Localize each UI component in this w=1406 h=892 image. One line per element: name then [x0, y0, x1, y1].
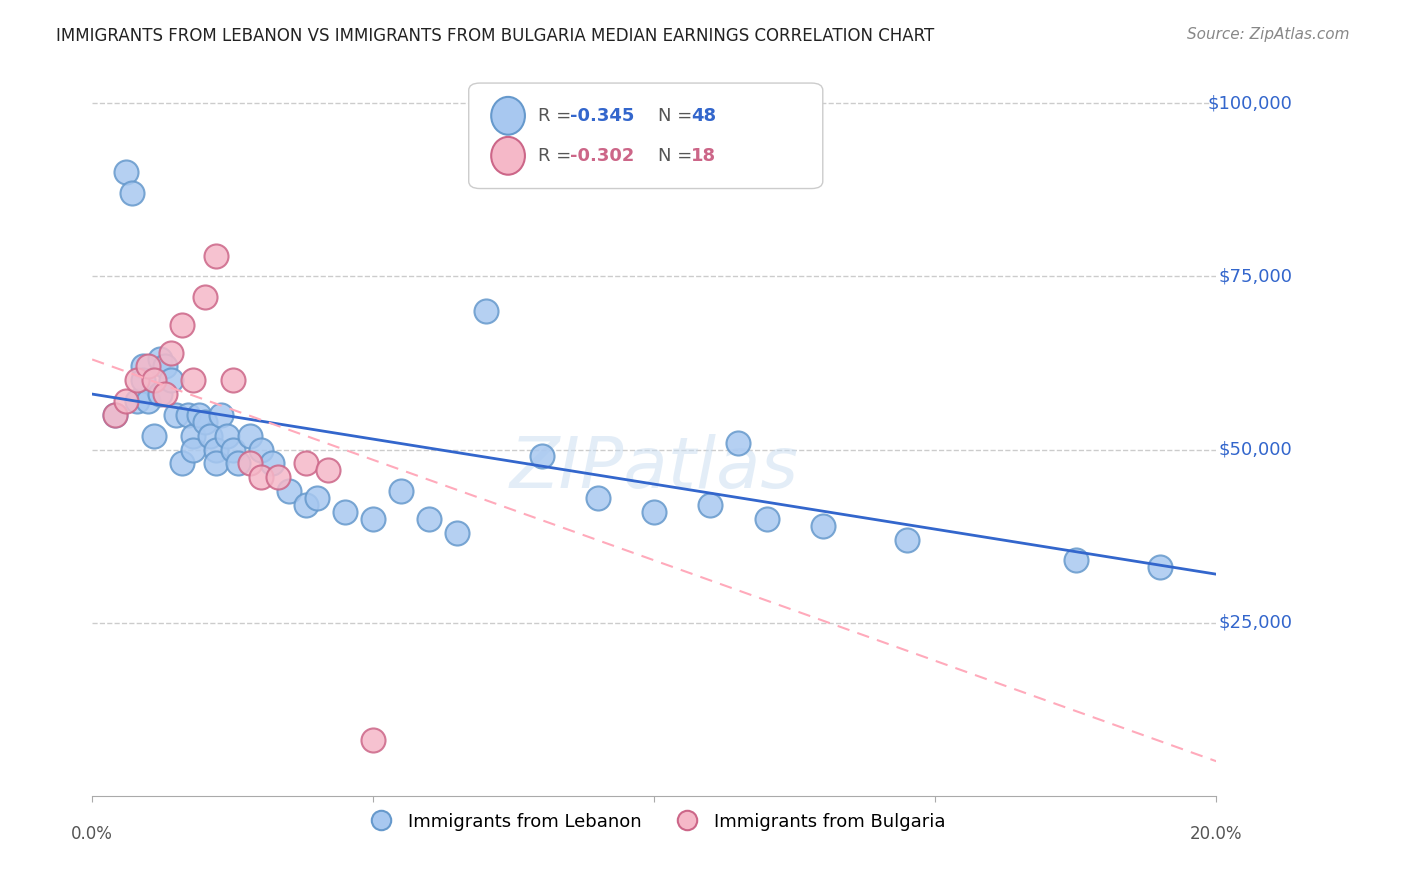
Point — [474, 304, 496, 318]
Point — [294, 498, 316, 512]
Text: $100,000: $100,000 — [1208, 95, 1292, 112]
Point — [143, 428, 166, 442]
Point — [132, 359, 155, 374]
Text: ZIPatlas: ZIPatlas — [510, 434, 799, 503]
Point — [115, 165, 138, 179]
Point — [160, 373, 183, 387]
Point — [172, 318, 194, 332]
Text: 0.0%: 0.0% — [72, 825, 112, 843]
Text: $75,000: $75,000 — [1219, 268, 1292, 285]
Point — [226, 456, 249, 470]
Point — [221, 373, 243, 387]
Point — [1149, 560, 1171, 574]
Text: N =: N = — [658, 147, 697, 165]
Point — [294, 456, 316, 470]
Point — [149, 387, 172, 401]
Point — [155, 387, 177, 401]
Point — [194, 290, 217, 304]
Ellipse shape — [491, 97, 524, 135]
Point — [333, 505, 356, 519]
Point — [260, 456, 283, 470]
Point — [266, 470, 288, 484]
Point — [727, 435, 749, 450]
Text: -0.302: -0.302 — [569, 147, 634, 165]
Point — [316, 463, 339, 477]
Point — [643, 505, 665, 519]
Point — [188, 408, 211, 422]
Text: 20.0%: 20.0% — [1189, 825, 1243, 843]
Point — [361, 733, 384, 747]
Point — [699, 498, 721, 512]
Text: R =: R = — [538, 107, 578, 125]
Point — [104, 408, 127, 422]
Text: -0.345: -0.345 — [569, 107, 634, 125]
Point — [104, 408, 127, 422]
Point — [183, 373, 205, 387]
Point — [215, 428, 238, 442]
Point — [238, 428, 260, 442]
Point — [183, 428, 205, 442]
Point — [149, 352, 172, 367]
Point — [132, 373, 155, 387]
Point — [200, 428, 222, 442]
Text: 18: 18 — [692, 147, 717, 165]
Point — [143, 373, 166, 387]
Point — [177, 408, 200, 422]
Text: $25,000: $25,000 — [1219, 614, 1292, 632]
Point — [127, 373, 149, 387]
Point — [586, 491, 609, 505]
Point — [138, 359, 160, 374]
Point — [361, 512, 384, 526]
FancyBboxPatch shape — [468, 83, 823, 188]
Point — [127, 394, 149, 409]
Point — [755, 512, 778, 526]
Point — [121, 186, 143, 201]
Point — [183, 442, 205, 457]
Text: 48: 48 — [692, 107, 717, 125]
Point — [209, 408, 232, 422]
Text: Source: ZipAtlas.com: Source: ZipAtlas.com — [1187, 27, 1350, 42]
Point — [138, 394, 160, 409]
Point — [305, 491, 328, 505]
Point — [160, 345, 183, 359]
Point — [530, 450, 553, 464]
Point — [249, 470, 271, 484]
Point — [204, 248, 226, 262]
Text: IMMIGRANTS FROM LEBANON VS IMMIGRANTS FROM BULGARIA MEDIAN EARNINGS CORRELATION : IMMIGRANTS FROM LEBANON VS IMMIGRANTS FR… — [56, 27, 935, 45]
Point — [221, 442, 243, 457]
Point — [238, 456, 260, 470]
Point — [194, 415, 217, 429]
Point — [172, 456, 194, 470]
Text: $50,000: $50,000 — [1219, 441, 1292, 458]
Ellipse shape — [491, 136, 524, 175]
Point — [446, 525, 468, 540]
Point — [204, 442, 226, 457]
Point — [277, 484, 299, 499]
Legend: Immigrants from Lebanon, Immigrants from Bulgaria: Immigrants from Lebanon, Immigrants from… — [356, 805, 953, 838]
Point — [115, 394, 138, 409]
Point — [418, 512, 440, 526]
Point — [204, 456, 226, 470]
Point — [249, 442, 271, 457]
Text: N =: N = — [658, 107, 697, 125]
Point — [166, 408, 188, 422]
Point — [389, 484, 412, 499]
Text: R =: R = — [538, 147, 578, 165]
Point — [896, 533, 918, 547]
Point — [1064, 553, 1087, 567]
Point — [155, 359, 177, 374]
Point — [811, 518, 834, 533]
